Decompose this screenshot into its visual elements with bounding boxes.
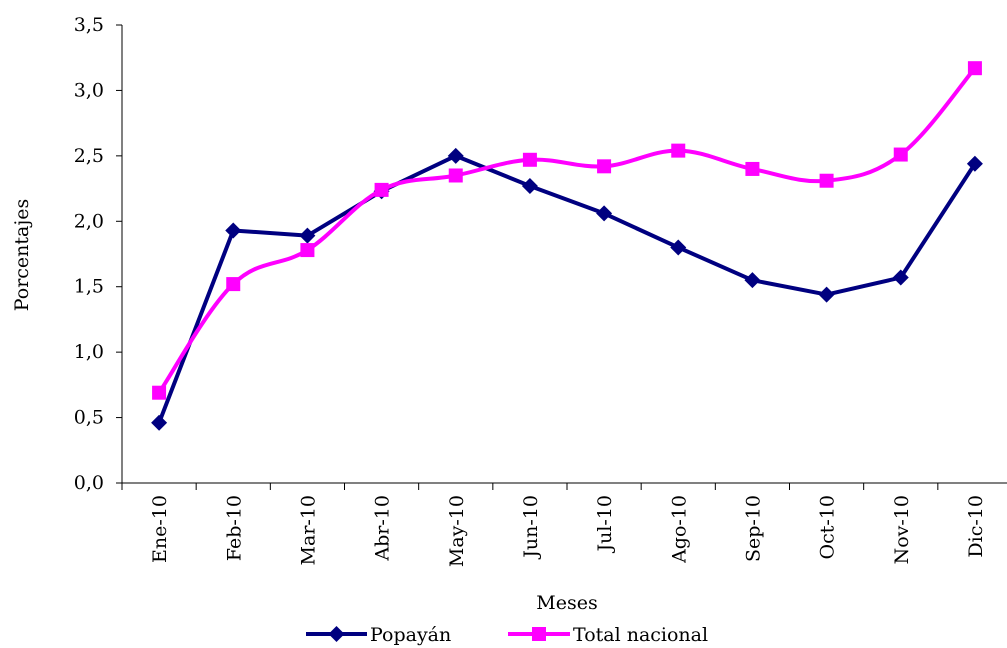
x-tick-label: Jun-10 <box>520 495 542 560</box>
data-point <box>522 152 537 167</box>
y-axis-label: Porcentajes <box>11 199 33 312</box>
data-point <box>818 286 835 303</box>
y-tick-label: 3,0 <box>74 79 104 101</box>
data-point <box>225 222 242 239</box>
data-point <box>151 414 168 431</box>
x-tick-label: Nov-10 <box>891 495 913 564</box>
series-popayan <box>151 147 983 431</box>
x-tick-label: Jul-10 <box>594 495 616 554</box>
legend-item: Popayán <box>306 624 451 646</box>
x-axis-ticks: Ene-10 Feb-10 Mar-10 Abr-10 May-10 Jun-10 Jul-… <box>121 483 987 567</box>
x-tick-label: May-10 <box>446 495 468 567</box>
legend-label: Popayán <box>370 624 451 646</box>
legend-marker <box>328 626 345 642</box>
x-tick-label: Ene-10 <box>149 495 171 563</box>
data-point <box>819 173 834 188</box>
x-tick-label: Oct-10 <box>817 495 839 559</box>
data-point <box>299 227 316 244</box>
data-point <box>745 161 760 176</box>
y-tick-label: 1,0 <box>74 341 104 363</box>
y-tick-label: 2,0 <box>74 210 104 232</box>
data-point <box>447 147 464 164</box>
data-point <box>892 269 909 286</box>
y-axis-ticks: 0,0 0,5 1,0 1,5 2,0 2,5 3,0 3,5 <box>74 14 122 494</box>
axes <box>121 25 1007 484</box>
data-point <box>671 143 686 158</box>
y-tick-label: 3,5 <box>74 14 104 36</box>
x-tick-label: Mar-10 <box>297 495 319 565</box>
legend: Popayán Total nacional <box>306 624 708 646</box>
series-total-nacional <box>152 61 982 400</box>
y-tick-label: 2,5 <box>74 145 104 167</box>
data-point <box>300 243 315 258</box>
legend-marker <box>532 627 546 641</box>
data-point <box>966 155 983 172</box>
series-line <box>157 66 977 394</box>
data-point <box>744 272 761 289</box>
data-point <box>967 61 982 76</box>
data-point <box>226 277 241 292</box>
series-line <box>157 153 977 424</box>
data-point <box>374 182 389 197</box>
data-point <box>152 385 167 400</box>
data-point <box>521 177 538 194</box>
data-point <box>448 168 463 183</box>
y-tick-label: 0,5 <box>74 407 104 429</box>
y-tick-label: 0,0 <box>74 472 104 494</box>
x-tick-label: Dic-10 <box>965 495 987 558</box>
series-group <box>151 61 983 431</box>
data-point <box>893 147 908 162</box>
x-axis-label: Meses <box>536 592 597 614</box>
x-tick-label: Ago-10 <box>668 495 690 564</box>
legend-item: Total nacional <box>508 624 708 646</box>
x-tick-label: Sep-10 <box>742 495 764 562</box>
y-tick-label: 1,5 <box>74 276 104 298</box>
data-point <box>597 159 612 174</box>
data-point <box>670 239 687 256</box>
legend-label: Total nacional <box>573 624 708 646</box>
data-point <box>596 205 613 222</box>
x-tick-label: Abr-10 <box>372 495 394 562</box>
x-tick-label: Feb-10 <box>223 495 245 561</box>
